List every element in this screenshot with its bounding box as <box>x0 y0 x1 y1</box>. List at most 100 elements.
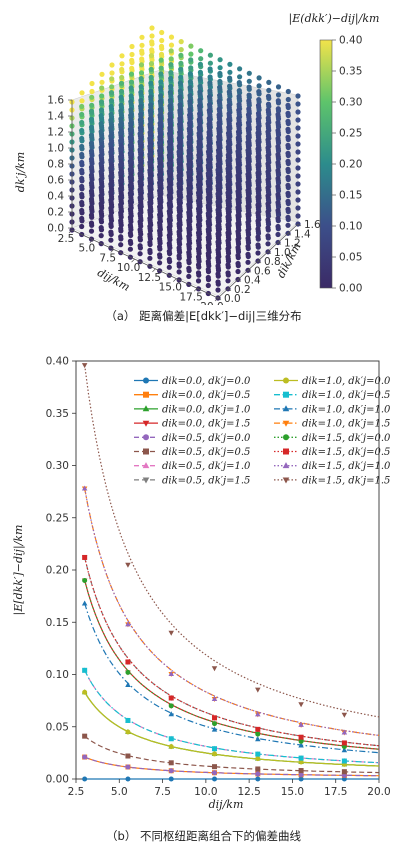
y-tick-mark <box>277 242 282 245</box>
scatter-point <box>225 230 231 236</box>
data-point-marker <box>255 711 261 717</box>
scatter-point <box>88 172 95 178</box>
legend-entry: dik=0.0, dk′j=1.0 <box>134 404 251 415</box>
scatter-point <box>295 165 301 171</box>
scatter-point <box>196 130 202 136</box>
scatter-point <box>285 102 291 108</box>
data-point-marker <box>143 434 149 441</box>
scatter-point <box>108 189 114 195</box>
scatter-point <box>88 108 95 114</box>
y-tick-label: 0.15 <box>46 617 69 629</box>
scatter-point <box>177 129 183 135</box>
scatter-point <box>226 97 232 103</box>
scatter-point <box>255 110 262 116</box>
scatter-point <box>235 196 241 203</box>
scatter-point <box>197 103 203 109</box>
scatter-point <box>215 139 222 145</box>
scatter-point <box>147 121 153 128</box>
scatter-point <box>89 94 95 100</box>
scatter-point <box>137 125 143 131</box>
scatter-point <box>98 177 104 183</box>
scatter-point <box>227 83 233 89</box>
scatter-point <box>138 103 144 109</box>
scatter-point <box>236 115 242 121</box>
scatter-point <box>285 222 291 228</box>
scatter-point <box>196 144 202 150</box>
scatter-point <box>137 203 143 209</box>
scatter-point <box>147 231 153 237</box>
colorbar-tick-label: 0.15 <box>339 190 362 202</box>
scatter-point <box>138 89 144 95</box>
data-point-marker <box>282 477 290 484</box>
scatter-point <box>98 169 104 175</box>
scatter-point <box>295 149 301 155</box>
scatter-point <box>246 98 252 104</box>
scatter-point <box>205 149 212 155</box>
scatter-point <box>255 242 261 248</box>
data-point-marker <box>298 721 304 727</box>
z-axis-label: dk′j/km <box>14 152 27 192</box>
y-tick-mark <box>247 269 252 273</box>
scatter-point <box>207 88 213 94</box>
scatter-point <box>205 202 211 209</box>
scatter-point <box>157 98 163 104</box>
scatter-point <box>265 241 271 247</box>
scatter-point <box>206 107 212 113</box>
scatter-point <box>227 75 233 81</box>
scatter-point <box>195 190 202 196</box>
scatter-point <box>225 138 232 144</box>
scatter-point <box>265 161 271 167</box>
scatter-point <box>245 259 251 265</box>
scatter-point <box>285 158 291 164</box>
data-point-marker <box>341 769 347 775</box>
z-tick-label: 1.6 <box>47 95 64 107</box>
scatter-point <box>206 129 212 135</box>
colorbar-tick-label: 0.40 <box>339 35 362 47</box>
z-tick-label: 0.6 <box>47 175 64 187</box>
scatter-point <box>137 243 143 249</box>
scatter-point <box>197 75 203 81</box>
data-point-marker <box>142 405 150 412</box>
scatter-point <box>205 170 211 177</box>
scatter-point <box>138 62 145 68</box>
scatter-point <box>225 152 231 158</box>
scatter-point <box>138 70 145 76</box>
legend-entry: dik=1.5, dk′j=0.0 <box>274 433 391 444</box>
scatter-point <box>195 270 202 276</box>
scatter-point <box>147 135 153 141</box>
scatter-point <box>225 278 231 284</box>
scatter-point <box>235 180 241 187</box>
scatter-point <box>215 263 221 269</box>
scatter-point <box>205 226 211 233</box>
scatter-point <box>245 235 251 241</box>
scatter-point <box>215 167 221 173</box>
scatter-point <box>137 179 143 185</box>
figure-b-caption: （b） 不同枢纽距离组合下的偏差曲线 <box>106 829 301 843</box>
scatter-point <box>149 47 155 53</box>
scatter-point <box>195 262 202 268</box>
scatter-point <box>215 215 221 221</box>
scatter-point <box>245 179 251 185</box>
scatter-point <box>215 191 221 197</box>
scatter-point <box>256 97 262 103</box>
scatter-point <box>127 214 133 220</box>
x-axis-label-b: dij/km <box>209 798 244 811</box>
scatter-point <box>225 182 231 188</box>
scatter-point <box>129 65 135 71</box>
figure-b-line-chart: 2.5 5.0 7.5 10.0 12.5 15.0 17.5 20.0 0.00 0.05 0.1… <box>12 356 391 812</box>
z-tick-label: 1.2 <box>47 127 64 139</box>
x-tick-label: 7.5 <box>154 786 171 798</box>
scatter-point <box>176 229 182 235</box>
scatter-point <box>118 138 124 144</box>
scatter-point <box>128 112 134 118</box>
scatter-point <box>215 161 221 167</box>
scatter-point <box>79 183 85 190</box>
scatter-point <box>245 125 251 132</box>
scatter-point <box>168 48 174 54</box>
scatter-point <box>127 206 133 212</box>
data-point-marker <box>298 768 304 774</box>
x-tick-label: 17.5 <box>324 786 347 798</box>
scatter-point <box>148 61 155 67</box>
scatter-point <box>215 147 222 153</box>
scatter-point <box>157 204 163 210</box>
